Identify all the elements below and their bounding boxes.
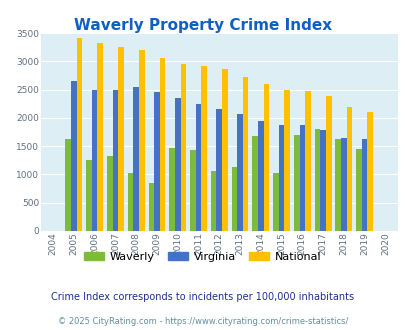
Bar: [257, 121, 263, 231]
Bar: [159, 58, 165, 231]
Bar: [305, 91, 310, 231]
Bar: [210, 171, 216, 231]
Bar: [273, 173, 278, 231]
Bar: [97, 43, 103, 231]
Bar: [92, 90, 97, 231]
Bar: [314, 129, 320, 231]
Bar: [222, 69, 227, 231]
Bar: [361, 139, 367, 231]
Bar: [133, 87, 139, 231]
Bar: [293, 135, 299, 231]
Bar: [237, 114, 242, 231]
Bar: [118, 47, 124, 231]
Bar: [335, 139, 340, 231]
Bar: [346, 107, 352, 231]
Bar: [190, 150, 195, 231]
Bar: [201, 66, 207, 231]
Text: Crime Index corresponds to incidents per 100,000 inhabitants: Crime Index corresponds to incidents per…: [51, 292, 354, 302]
Bar: [112, 90, 118, 231]
Bar: [284, 89, 289, 231]
Bar: [242, 77, 248, 231]
Bar: [252, 136, 257, 231]
Bar: [86, 160, 92, 231]
Bar: [320, 130, 325, 231]
Bar: [65, 139, 71, 231]
Legend: Waverly, Virginia, National: Waverly, Virginia, National: [80, 248, 325, 267]
Bar: [139, 50, 144, 231]
Bar: [169, 148, 175, 231]
Bar: [195, 104, 201, 231]
Bar: [231, 167, 237, 231]
Bar: [263, 84, 269, 231]
Bar: [128, 173, 133, 231]
Bar: [180, 64, 185, 231]
Bar: [299, 125, 305, 231]
Bar: [278, 125, 284, 231]
Text: Waverly Property Crime Index: Waverly Property Crime Index: [74, 18, 331, 33]
Bar: [175, 98, 180, 231]
Bar: [154, 92, 159, 231]
Bar: [216, 109, 222, 231]
Bar: [148, 183, 154, 231]
Bar: [355, 149, 361, 231]
Bar: [325, 96, 331, 231]
Bar: [367, 112, 372, 231]
Bar: [340, 138, 346, 231]
Text: © 2025 CityRating.com - https://www.cityrating.com/crime-statistics/: © 2025 CityRating.com - https://www.city…: [58, 317, 347, 326]
Bar: [77, 38, 82, 231]
Bar: [71, 81, 77, 231]
Bar: [107, 156, 112, 231]
